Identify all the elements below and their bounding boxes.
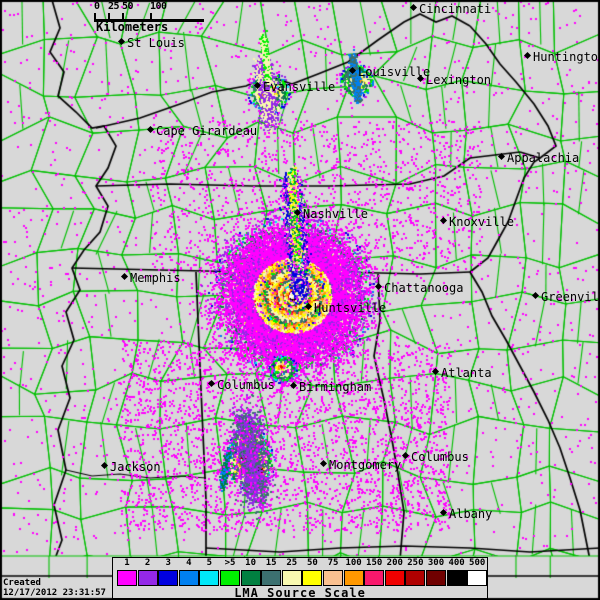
lma-source-scale-legend: 1 2 3 4 5 >5 10 15 25 50 75 100 150 200 250 300 400 500 L… xyxy=(112,557,488,600)
legend-swatch-5 xyxy=(199,570,220,586)
legend-label: 2 xyxy=(144,558,151,568)
legend-swatch-10 xyxy=(240,570,261,586)
legend-label: 150 xyxy=(366,558,383,568)
legend-label: 25 xyxy=(286,558,298,568)
legend-label: 5 xyxy=(206,558,213,568)
city-label: St Louis xyxy=(127,36,185,50)
city-dot-icon xyxy=(432,368,439,375)
city-dot-icon xyxy=(290,382,297,389)
city-label: Cape Girardeau xyxy=(156,124,258,138)
created-timestamp: 12/17/2012 23:31:57 xyxy=(3,588,106,598)
city-dot-icon xyxy=(118,38,125,45)
legend-swatch-1 xyxy=(117,570,137,586)
city-label: Huntington xyxy=(533,50,600,64)
city-dot-icon xyxy=(121,273,128,280)
legend-swatch-15 xyxy=(261,570,282,586)
city-dot-icon xyxy=(254,82,261,89)
legend-label: 1 xyxy=(124,558,130,568)
city-dot-icon xyxy=(349,67,356,74)
legend-swatch-4 xyxy=(178,570,199,586)
city-label: Jackson xyxy=(110,460,161,474)
city-dot-icon xyxy=(147,126,154,133)
scale-tick-label: 25 xyxy=(108,1,120,12)
city-label: Columbus xyxy=(217,378,275,392)
legend-tick-labels: 1 2 3 4 5 >5 10 15 25 50 75 100 150 200 250 300 400 500 xyxy=(113,558,487,569)
city-label: Appalachia xyxy=(507,151,580,165)
scale-tick-label: 0 xyxy=(94,1,100,12)
legend-label: 200 xyxy=(386,558,403,568)
scale-bar-rule xyxy=(94,13,204,22)
legend-label: >5 xyxy=(224,558,236,568)
legend-swatch-400 xyxy=(446,570,467,586)
legend-swatch-100 xyxy=(343,570,364,586)
city-label: Albany xyxy=(449,507,493,521)
city-label: Cincinnati xyxy=(419,2,492,16)
legend-label: 100 xyxy=(345,558,362,568)
city-dot-icon xyxy=(532,292,539,299)
city-dot-icon xyxy=(417,75,424,82)
city-label: Montgomery xyxy=(329,458,402,472)
scale-tick-mark xyxy=(122,13,124,22)
legend-label: 10 xyxy=(245,558,257,568)
city-dot-icon xyxy=(410,4,417,11)
legend-label: 250 xyxy=(407,558,424,568)
legend-swatch-150 xyxy=(364,570,385,586)
city-label: Knoxville xyxy=(449,215,515,229)
legend-label: 400 xyxy=(448,558,465,568)
created-stamp: Created 12/17/2012 23:31:57 xyxy=(3,578,106,598)
city-dot-icon xyxy=(208,380,215,387)
city-dot-icon xyxy=(305,303,312,310)
legend-swatch-75 xyxy=(322,570,343,586)
legend-label: 75 xyxy=(327,558,339,568)
city-label: Atlanta xyxy=(441,366,492,380)
legend-label: 50 xyxy=(306,558,318,568)
city-label: Columbus xyxy=(411,450,469,464)
legend-swatch-25 xyxy=(281,570,302,586)
legend-title: LMA Source Scale xyxy=(234,586,366,600)
city-label: Memphis xyxy=(130,271,181,285)
legend-swatch-50 xyxy=(302,570,323,586)
scale-tick-mark xyxy=(150,13,152,22)
city-label: Louisville xyxy=(358,65,431,79)
legend-label: 4 xyxy=(186,558,192,568)
city-dot-icon xyxy=(440,509,447,516)
city-dot-icon xyxy=(498,153,505,160)
scale-tick-mark xyxy=(108,13,110,22)
city-dot-icon xyxy=(402,452,409,459)
legend-swatch-250 xyxy=(405,570,426,586)
legend-color-swatches xyxy=(117,570,488,586)
legend-swatch-300 xyxy=(425,570,446,586)
city-dot-icon xyxy=(524,52,531,59)
city-dot-icon xyxy=(101,462,108,469)
legend-label: 15 xyxy=(265,558,277,568)
city-label: Chattanooga xyxy=(384,281,464,295)
legend-label: 3 xyxy=(165,558,171,568)
scale-bar-unit-label: Kilometers xyxy=(96,20,169,34)
created-label: Created xyxy=(3,578,41,588)
scale-bar: 0 25 50 100 Kilometers xyxy=(94,2,204,33)
scale-tick-label: 50 xyxy=(122,1,134,12)
city-label: Greenville xyxy=(541,290,600,304)
scale-bar-ticks: 0 25 50 100 xyxy=(94,2,204,13)
city-label: Lexington xyxy=(426,73,492,87)
legend-swatch-2 xyxy=(137,570,158,586)
legend-swatch-gt5 xyxy=(219,570,240,586)
scale-tick-label: 100 xyxy=(150,1,167,12)
legend-swatch-200 xyxy=(384,570,405,586)
city-label: Evansville xyxy=(263,80,336,94)
city-dot-icon xyxy=(294,209,301,216)
legend-label: 300 xyxy=(427,558,445,568)
city-dot-icon xyxy=(440,217,447,224)
legend-swatch-3 xyxy=(158,570,179,586)
city-dot-icon xyxy=(320,460,327,467)
city-label: Birmingham xyxy=(299,380,372,394)
legend-label: 500 xyxy=(469,558,486,568)
scale-tick-mark xyxy=(94,13,96,22)
city-dot-icon xyxy=(375,283,382,290)
legend-swatch-500 xyxy=(467,570,488,586)
city-label: Nashville xyxy=(303,207,369,221)
city-label: Huntsville xyxy=(314,301,387,315)
